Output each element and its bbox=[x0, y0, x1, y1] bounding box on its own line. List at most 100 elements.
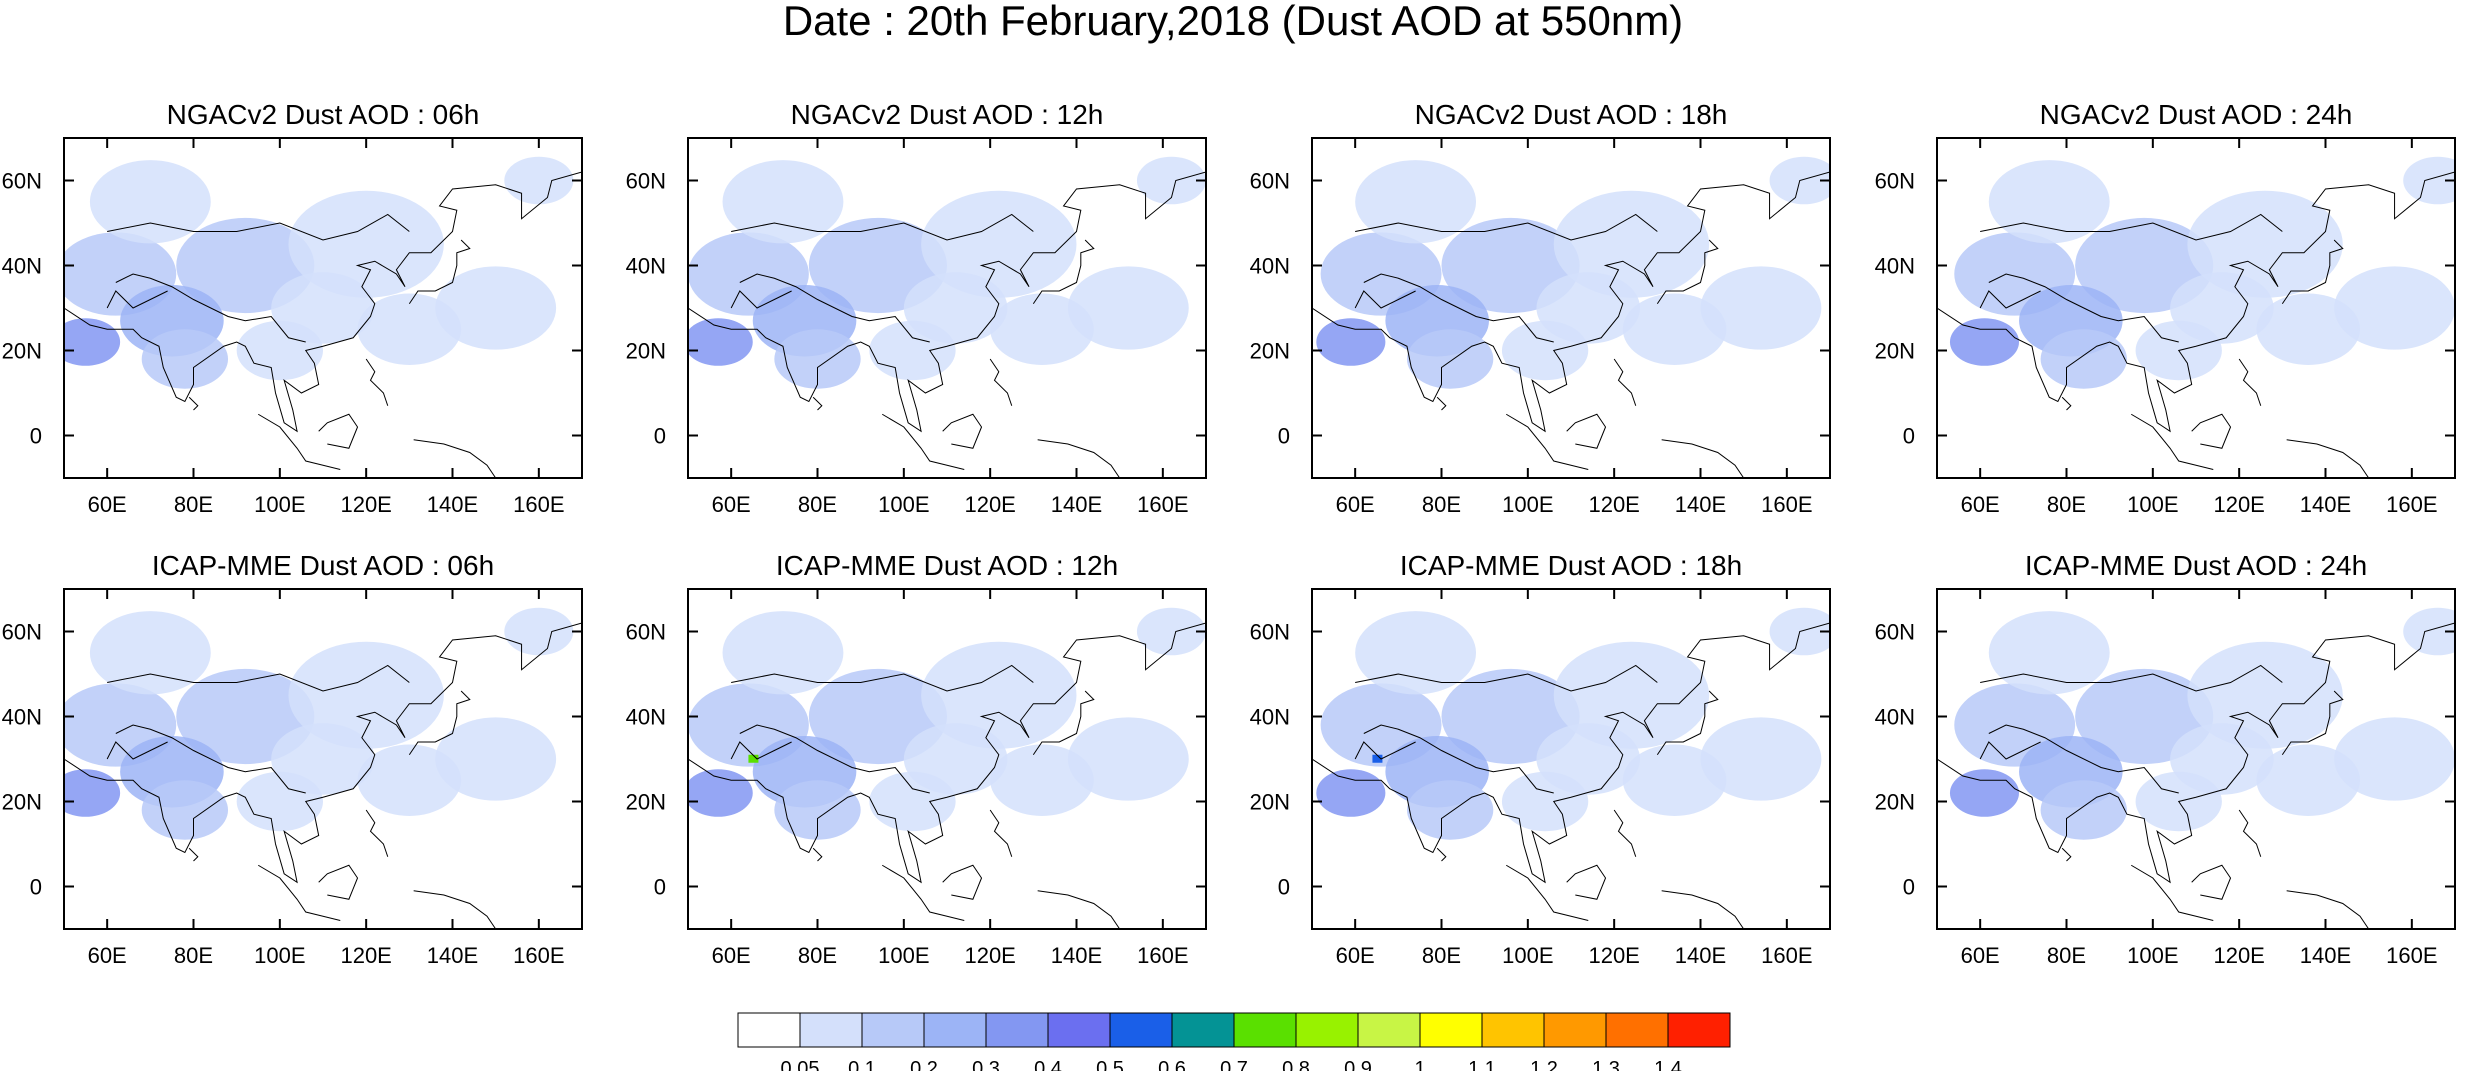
coastline bbox=[2130, 413, 2214, 470]
lon-tick-label: 120E bbox=[2213, 492, 2264, 517]
lat-tick-label: 60N bbox=[1875, 169, 1915, 194]
dust-region bbox=[2187, 190, 2343, 298]
dust-region bbox=[288, 641, 444, 749]
dust-region bbox=[435, 266, 557, 350]
dust-region bbox=[688, 769, 753, 817]
dust-region bbox=[288, 190, 444, 298]
dust-region bbox=[357, 293, 462, 365]
dust-region bbox=[1988, 160, 2110, 244]
lon-tick-label: 160E bbox=[513, 943, 564, 968]
lon-tick-label: 120E bbox=[340, 943, 391, 968]
dust-region bbox=[2403, 607, 2455, 656]
coastline bbox=[365, 358, 389, 406]
dust-hotspot bbox=[748, 754, 759, 763]
country-border bbox=[115, 724, 306, 794]
coastline bbox=[1436, 396, 1447, 411]
lat-tick-label: 40N bbox=[626, 705, 666, 730]
dust-region bbox=[1622, 744, 1727, 816]
dust-region bbox=[1501, 320, 1589, 381]
country-border bbox=[731, 664, 1034, 692]
coastline bbox=[1566, 413, 1607, 449]
coastline bbox=[1032, 690, 1095, 756]
country-border bbox=[730, 741, 792, 760]
main-title: Date : 20th February,2018 (Dust AOD at 5… bbox=[782, 0, 1684, 44]
country-border bbox=[1355, 213, 1658, 241]
coastline bbox=[812, 847, 823, 862]
dust-region bbox=[921, 190, 1077, 298]
country-border bbox=[106, 290, 168, 309]
map-panel: ICAP-MME Dust AOD : 12h 60E 80E 100E 120E 140… bbox=[626, 550, 1207, 968]
dust-region bbox=[2334, 266, 2455, 350]
coastline bbox=[188, 847, 199, 862]
panel-title: NGACv2 Dust AOD : 12h bbox=[791, 99, 1104, 130]
coastline bbox=[1505, 413, 1589, 470]
coastline bbox=[2286, 890, 2370, 929]
lon-tick-label: 140E bbox=[1051, 492, 1102, 517]
lat-tick-label: 0 bbox=[1278, 424, 1290, 449]
dust-region bbox=[1553, 190, 1710, 298]
coastline bbox=[1937, 622, 2455, 884]
lon-tick-label: 140E bbox=[2300, 492, 2351, 517]
lon-tick-label: 100E bbox=[878, 492, 929, 517]
lon-tick-label: 140E bbox=[1675, 492, 1726, 517]
dust-region bbox=[774, 329, 861, 389]
coastline bbox=[1613, 809, 1637, 857]
map-panel: ICAP-MME Dust AOD : 24h 60E 80E 100E 120E 140… bbox=[1875, 550, 2456, 968]
country-border bbox=[1980, 213, 2283, 241]
coastline bbox=[688, 171, 1206, 433]
coastline bbox=[64, 171, 582, 433]
lon-tick-label: 100E bbox=[254, 943, 305, 968]
dust-region bbox=[774, 780, 861, 840]
coastline bbox=[1656, 690, 1719, 756]
country-border bbox=[731, 213, 1034, 241]
coastline bbox=[2281, 690, 2344, 756]
dust-region bbox=[1406, 329, 1494, 389]
map-frame bbox=[1311, 588, 1831, 930]
dust-region bbox=[1406, 780, 1494, 840]
lon-tick-label: 60E bbox=[1336, 492, 1375, 517]
coastline bbox=[188, 396, 199, 411]
lat-tick-label: 40N bbox=[1875, 705, 1915, 730]
coastline bbox=[1613, 358, 1637, 406]
coastline bbox=[2130, 864, 2214, 921]
coastline bbox=[812, 396, 823, 411]
lat-tick-label: 0 bbox=[1903, 424, 1915, 449]
country-border bbox=[1354, 290, 1416, 309]
map-frame bbox=[687, 588, 1207, 930]
lon-tick-label: 160E bbox=[513, 492, 564, 517]
lon-tick-label: 80E bbox=[174, 943, 213, 968]
dust-aod-field bbox=[1937, 607, 2455, 929]
lat-tick-label: 40N bbox=[2, 705, 42, 730]
lat-tick-label: 60N bbox=[1250, 169, 1290, 194]
country-border bbox=[107, 664, 410, 692]
lat-tick-label: 0 bbox=[654, 875, 666, 900]
coastline bbox=[1505, 864, 1589, 921]
lon-tick-label: 100E bbox=[1502, 943, 1553, 968]
lat-tick-label: 20N bbox=[626, 790, 666, 815]
coastline bbox=[257, 864, 341, 921]
dust-region bbox=[1988, 611, 2110, 695]
lon-tick-label: 160E bbox=[1761, 492, 1812, 517]
coastline bbox=[1656, 239, 1719, 305]
lat-tick-label: 40N bbox=[1250, 254, 1290, 279]
lat-tick-label: 60N bbox=[2, 620, 42, 645]
lon-tick-label: 100E bbox=[878, 943, 929, 968]
coastline bbox=[318, 864, 359, 900]
lon-tick-label: 100E bbox=[254, 492, 305, 517]
lat-tick-label: 20N bbox=[1250, 339, 1290, 364]
dust-aod-field bbox=[64, 156, 582, 478]
country-border bbox=[107, 213, 410, 241]
dust-region bbox=[504, 156, 574, 205]
map-frame bbox=[63, 588, 583, 930]
dust-region bbox=[2040, 329, 2127, 389]
coastline bbox=[1436, 847, 1447, 862]
lat-tick-label: 40N bbox=[1875, 254, 1915, 279]
lat-tick-label: 0 bbox=[1903, 875, 1915, 900]
panel-title: ICAP-MME Dust AOD : 18h bbox=[1400, 550, 1742, 581]
dust-region bbox=[921, 641, 1077, 749]
lon-tick-label: 160E bbox=[1761, 943, 1812, 968]
dust-region bbox=[357, 744, 462, 816]
lon-tick-label: 80E bbox=[174, 492, 213, 517]
map-panel: ICAP-MME Dust AOD : 06h 60E 80E 100E 120E 140… bbox=[2, 550, 583, 968]
